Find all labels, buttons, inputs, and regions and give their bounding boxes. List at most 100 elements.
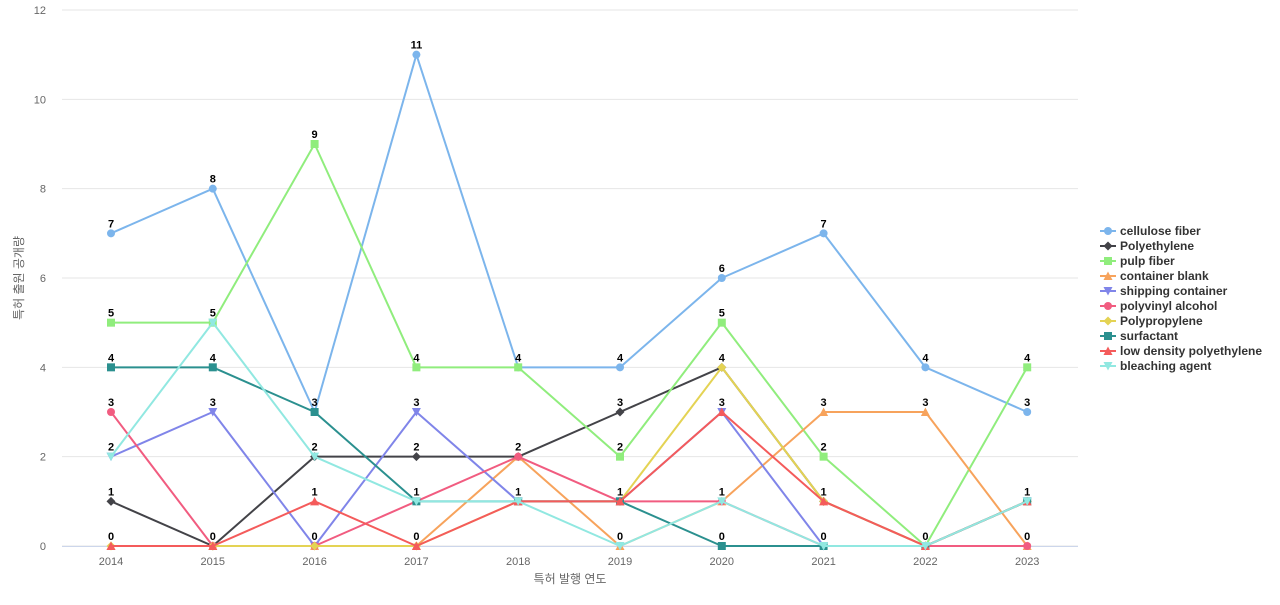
data-label: 2 (617, 442, 623, 454)
data-label: 4 (515, 352, 522, 364)
series-line (110, 411, 1029, 547)
data-label: 0 (719, 531, 725, 543)
data-label: 7 (821, 218, 827, 230)
point-marker (310, 541, 320, 551)
point-marker (717, 542, 726, 550)
data-label: 1 (1024, 486, 1030, 498)
legend-item: pulp fiber (1100, 254, 1175, 268)
y-axis-title: 특허 출원 공개량 (12, 236, 26, 320)
point-marker (920, 542, 930, 551)
data-label: 1 (413, 486, 419, 498)
data-label: 1 (108, 486, 114, 498)
legend-label: container blank (1120, 269, 1209, 283)
legend-label: surfactant (1120, 329, 1178, 343)
point-marker (208, 184, 217, 193)
data-label: 3 (1024, 397, 1030, 409)
point-marker (920, 407, 930, 416)
point-marker (921, 363, 930, 372)
point-marker (1103, 241, 1113, 251)
legend-item: shipping container (1100, 284, 1228, 298)
data-label: 3 (922, 397, 928, 409)
x-tick-label: 2018 (506, 556, 530, 568)
data-label: 0 (821, 531, 827, 543)
point-marker (1104, 227, 1112, 235)
series-line (110, 411, 1029, 547)
y-tick-label: 0 (40, 541, 46, 553)
point-marker (1103, 316, 1113, 326)
data-label: 3 (312, 397, 318, 409)
data-label: 6 (719, 263, 725, 275)
data-label: 4 (1024, 352, 1031, 364)
point-marker (616, 363, 624, 372)
data-label: 3 (617, 397, 623, 409)
point-marker (615, 407, 625, 417)
data-label: 4 (210, 352, 217, 364)
legend-item: bleaching agent (1100, 359, 1211, 373)
point-marker (1104, 332, 1112, 340)
point-marker (514, 363, 523, 372)
data-label: 0 (210, 531, 216, 543)
data-label: 5 (719, 308, 725, 320)
point-marker (819, 542, 829, 551)
data-label: 8 (210, 174, 216, 186)
data-label: 1 (719, 486, 725, 498)
point-marker (819, 407, 829, 416)
data-label: 2 (413, 442, 419, 454)
y-tick-label: 8 (40, 184, 46, 196)
point-marker (1023, 542, 1032, 550)
data-label: 11 (411, 40, 423, 52)
point-marker (310, 496, 320, 506)
data-label: 3 (210, 397, 216, 409)
y-tick-label: 10 (34, 94, 46, 106)
point-marker (1104, 257, 1112, 265)
point-marker (107, 408, 115, 416)
legend-label: Polypropylene (1120, 314, 1203, 328)
legend-label: cellulose fiber (1120, 224, 1201, 238)
data-label: 4 (413, 352, 420, 364)
x-axis-ticks: 2014 2015 2016 2017 2018 2019 2020 2021 2022 2023 (99, 556, 1040, 568)
point-marker (411, 541, 421, 550)
x-tick-label: 2020 (710, 556, 734, 568)
series-polyvinyl-alcohol (107, 408, 1032, 550)
point-marker (717, 362, 727, 372)
data-label: 2 (108, 442, 114, 454)
data-label: 3 (821, 397, 827, 409)
data-label: 2 (821, 442, 827, 454)
legend-item: Polyethylene (1100, 239, 1194, 253)
data-label: 2 (515, 442, 521, 454)
data-label: 3 (719, 397, 725, 409)
point-marker (717, 274, 726, 282)
point-marker (106, 541, 116, 550)
legend-item: low density polyethylene (1100, 344, 1262, 358)
point-marker (1103, 362, 1113, 371)
point-marker (208, 541, 218, 550)
legend-label: polyvinyl alcohol (1120, 299, 1217, 313)
data-label: 2 (312, 442, 318, 454)
data-label: 4 (108, 352, 115, 364)
point-marker (107, 229, 115, 238)
point-marker (412, 50, 421, 59)
point-marker (1103, 287, 1113, 296)
x-tick-label: 2014 (99, 556, 123, 568)
legend-label: bleaching agent (1120, 359, 1211, 373)
x-tick-label: 2023 (1015, 556, 1039, 568)
point-marker (1022, 497, 1032, 506)
legend-label: pulp fiber (1120, 254, 1175, 268)
series-pulp-fiber (107, 140, 1032, 550)
y-tick-label: 12 (34, 5, 46, 17)
point-marker (819, 229, 828, 238)
data-label: 5 (210, 308, 216, 320)
series-line (110, 321, 1029, 547)
data-label: 1 (617, 486, 623, 498)
point-marker (106, 452, 116, 462)
legend-item: container blank (1100, 269, 1209, 283)
data-label: 0 (108, 531, 114, 543)
series-line (110, 53, 1029, 413)
data-label: 3 (108, 397, 114, 409)
data-label: 4 (719, 352, 726, 364)
legend-item: surfactant (1100, 329, 1178, 343)
point-marker (717, 497, 727, 506)
